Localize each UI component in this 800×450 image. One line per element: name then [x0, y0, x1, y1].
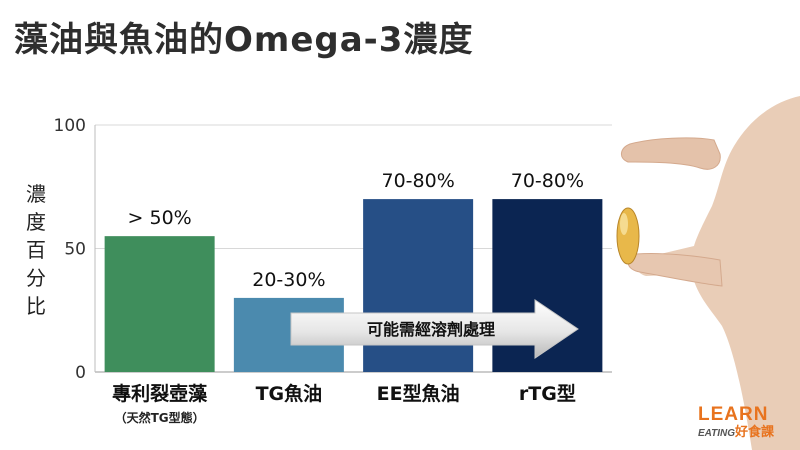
- logo-main-text: LEARN: [698, 404, 769, 425]
- data-label-4: 70-80%: [511, 170, 584, 192]
- logo-sub-text: EATING好食課: [698, 425, 794, 441]
- bar-1: [104, 236, 215, 372]
- logo-sub-en: EATING: [698, 428, 736, 439]
- process-arrow: [290, 299, 579, 359]
- process-arrow-label: 可能需經溶劑處理: [367, 320, 495, 339]
- logo-sub-cn: 好食課: [735, 424, 775, 439]
- bar-3: [363, 199, 474, 372]
- learn-eating-logo: LEARN EATING好食課: [698, 405, 794, 441]
- softgel-capsule: [616, 207, 640, 265]
- data-label-2: 20-30%: [252, 269, 325, 291]
- thumb: [627, 252, 723, 287]
- y-tick-label-0: 0: [75, 363, 86, 383]
- y-axis-label: 濃度百分比: [26, 182, 46, 318]
- x-tick-label-3: EE型魚油: [377, 382, 460, 405]
- y-tick-label-50: 50: [64, 240, 86, 260]
- x-tick-label-4: rTG型: [519, 382, 576, 405]
- y-tick-label-100: 100: [54, 116, 86, 136]
- hand-holding-capsule-image: [616, 96, 800, 450]
- index-finger: [621, 137, 721, 170]
- page-title: 藻油與魚油的Omega-3濃度: [14, 20, 474, 60]
- x-tick-sublabel-1: （天然TG型態）: [115, 410, 205, 425]
- data-label-3: 70-80%: [381, 170, 454, 192]
- x-tick-label-1: 專利裂壺藻: [112, 382, 208, 405]
- x-tick-label-2: TG魚油: [256, 382, 323, 405]
- data-label-1: > 50%: [128, 207, 192, 229]
